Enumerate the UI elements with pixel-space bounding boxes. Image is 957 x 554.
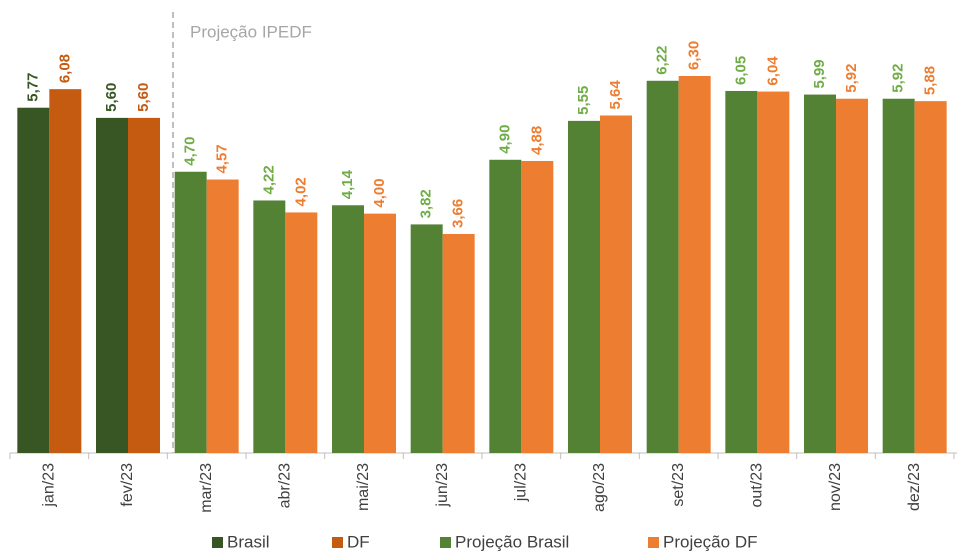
bar [442,233,475,453]
bar [678,76,711,453]
bar [489,159,522,453]
x-tick-label: jul/23 [513,463,530,502]
bar [521,160,554,453]
legend-label: Projeção Brasil [455,532,569,551]
data-label: 5,99 [811,59,828,88]
bar [646,80,679,454]
bar [725,90,758,453]
bar [17,107,50,453]
data-label: 3,82 [418,189,435,218]
legend-swatch [332,537,343,548]
bar [882,98,915,453]
data-label: 6,22 [654,46,671,75]
x-tick-label: jan/23 [41,463,58,508]
data-label: 5,55 [575,86,592,115]
legend-swatch [212,537,223,548]
data-label: 4,00 [371,178,388,207]
data-label: 5,92 [890,64,907,93]
bar [914,101,947,453]
legend-swatch [440,537,451,548]
data-label: 4,88 [528,126,545,155]
bar [836,98,868,453]
data-label: 5,88 [922,66,939,95]
data-label: 6,05 [732,56,749,85]
bar [410,224,443,453]
data-label: 6,08 [56,54,73,83]
annotation: Projeção IPEDF [190,22,312,41]
data-label: 4,70 [182,137,199,166]
bar [285,212,318,453]
x-tick-label: mar/23 [198,463,215,513]
data-label: 4,02 [292,177,309,206]
x-tick-label: out/23 [749,463,766,508]
data-label: 5,92 [843,64,860,93]
data-label: 4,90 [496,125,513,154]
x-tick-label: ago/23 [591,463,608,512]
data-label: 5,60 [135,83,152,112]
bar [332,205,364,453]
bar [128,117,160,453]
data-label: 5,64 [607,80,624,110]
bar [96,117,128,453]
data-label: 6,30 [686,41,703,70]
x-tick-label: mai/23 [355,463,372,511]
bar [757,91,790,454]
data-label: 4,57 [214,144,231,173]
data-label: 6,04 [764,56,781,86]
bar [253,200,286,453]
legend-label: Projeção DF [663,532,757,551]
x-tick-label: jun/23 [434,463,451,508]
x-tick-label: abr/23 [277,463,294,508]
data-label: 5,77 [24,73,41,102]
legend-label: Brasil [227,532,270,551]
bar [49,89,82,454]
x-tick-label: dez/23 [906,463,923,511]
x-tick-label: nov/23 [827,463,844,511]
x-tick-label: set/23 [670,463,687,507]
data-label: 4,14 [339,169,356,199]
bar [206,179,239,453]
data-label: 5,60 [103,83,120,112]
legend-swatch [648,537,659,548]
bar [804,94,836,454]
bar [568,120,600,453]
legend-label: DF [347,532,370,551]
bar [174,171,207,453]
data-label: 4,22 [260,165,277,194]
data-label: 3,66 [450,199,467,228]
x-tick-label: fev/23 [119,463,136,507]
bar [364,213,396,453]
bar [600,115,632,453]
